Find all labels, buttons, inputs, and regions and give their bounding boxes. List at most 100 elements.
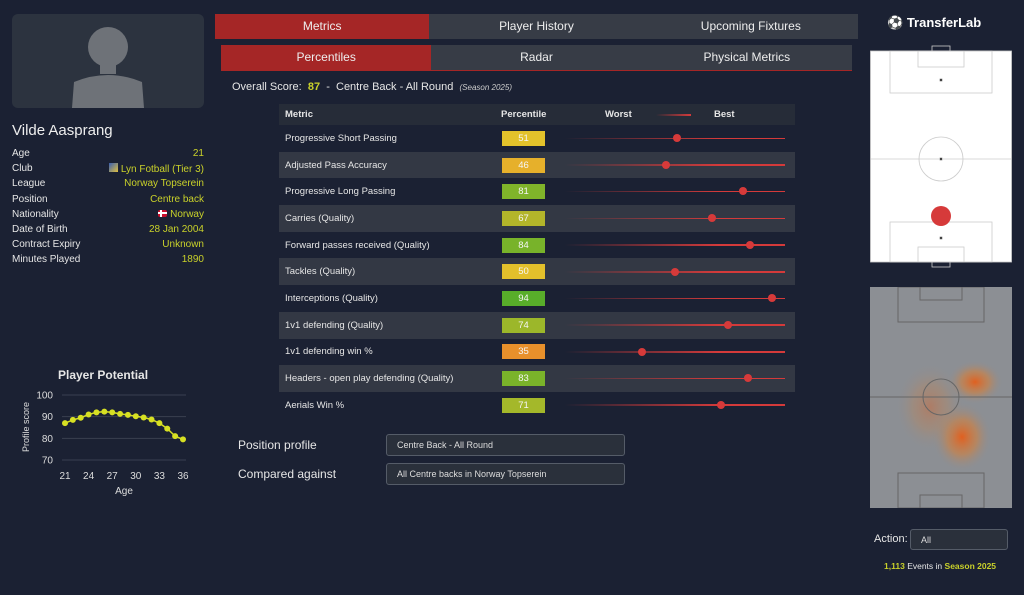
percentile-track <box>565 160 785 169</box>
action-select[interactable]: All <box>910 529 1008 550</box>
table-row: 1v1 defending (Quality) 74 <box>279 311 795 339</box>
x-axis-label: Age <box>115 486 133 497</box>
info-label: Age <box>12 148 30 159</box>
potential-point <box>62 420 68 427</box>
info-row: Minutes Played 1890 <box>12 254 204 269</box>
subtab-physical-metrics[interactable]: Physical Metrics <box>641 45 852 70</box>
table-row: Tackles (Quality) 50 <box>279 258 795 286</box>
main-tabs: Metrics Player History Upcoming Fixtures <box>215 14 858 39</box>
potential-point <box>156 420 163 427</box>
potential-point <box>132 413 139 420</box>
info-row: Nationality Norway <box>12 209 204 224</box>
percentile-dot <box>673 134 682 143</box>
potential-point <box>117 410 124 417</box>
subtab-percentiles[interactable]: Percentiles <box>221 45 432 70</box>
legend-line <box>656 114 691 116</box>
subtab-radar[interactable]: Radar <box>431 45 642 70</box>
player-info: Age 21 Club Lyn Fotball (Tier 3) League Norwa… <box>12 148 204 270</box>
info-value[interactable]: Lyn Fotball (Tier 3) <box>108 163 204 178</box>
percentile-table: Metric Percentile Worst Best Progressive… <box>279 104 795 419</box>
player-photo <box>12 14 204 108</box>
table-row: Headers - open play defending (Quality) 8… <box>279 365 795 392</box>
info-row: League Norway Topserein <box>12 178 204 193</box>
info-value-text: Centre back <box>150 193 204 205</box>
action-label: Action: <box>874 533 908 545</box>
metric-label: 1v1 defending win % <box>285 346 373 358</box>
player-position-marker <box>931 206 951 226</box>
info-row: Position Centre back <box>12 194 204 209</box>
info-label: Contract Expiry <box>12 239 81 251</box>
events-summary: 1,113 Events in Season 2025 <box>884 561 997 571</box>
overall-score: Overall Score: 87 - Centre Back - All Ro… <box>232 81 512 93</box>
metric-label: Headers - open play defending (Quality) <box>285 373 454 385</box>
table-row: Adjusted Pass Accuracy 46 <box>279 151 795 179</box>
info-value: 1890 <box>182 254 204 269</box>
percentile-badge: 67 <box>502 210 545 226</box>
potential-point <box>77 414 84 421</box>
percentile-dot <box>739 187 748 196</box>
potential-point <box>109 409 116 416</box>
percentile-dot <box>662 160 671 169</box>
y-tick-label: 100 <box>36 391 53 402</box>
info-value-text: Norway Topserein <box>124 178 204 190</box>
info-row: Club Lyn Fotball (Tier 3) <box>12 163 204 178</box>
position-profile-select[interactable]: Centre Back - All Round <box>386 434 625 456</box>
potential-line <box>64 410 184 441</box>
player-name: Vilde Aasprang <box>12 122 113 139</box>
percentile-dot <box>743 374 752 383</box>
x-tick-label: 33 <box>154 471 166 482</box>
info-value-text: 21 <box>192 148 204 159</box>
percentile-track <box>565 134 785 143</box>
percentile-dot <box>723 320 732 329</box>
percentile-dot <box>708 214 717 223</box>
sub-tabs: Percentiles Radar Physical Metrics <box>221 45 852 71</box>
metric-label: Adjusted Pass Accuracy <box>285 159 387 171</box>
info-value-text: Norway <box>170 208 204 220</box>
potential-title: Player Potential <box>58 368 149 382</box>
info-value: Unknown <box>162 239 204 254</box>
info-row: Age 21 <box>12 148 204 163</box>
percentile-dot <box>767 294 776 303</box>
header-worst: Worst <box>605 109 632 120</box>
x-tick-label: 27 <box>107 471 119 482</box>
x-tick-label: 24 <box>83 471 95 482</box>
position-profile-label: Position profile <box>238 438 317 452</box>
percentile-track <box>565 214 785 223</box>
table-header: Metric Percentile Worst Best <box>279 104 795 125</box>
y-tick-label: 90 <box>42 412 54 423</box>
table-row: Forward passes received (Quality) 84 <box>279 232 795 259</box>
potential-point <box>124 411 131 418</box>
potential-point <box>148 416 155 423</box>
y-axis-label: Profile score <box>21 402 31 452</box>
percentile-badge: 51 <box>502 130 545 146</box>
tab-metrics[interactable]: Metrics <box>215 14 430 39</box>
percentile-badge: 46 <box>502 157 545 173</box>
percentile-badge: 84 <box>502 237 545 253</box>
club-crest-icon <box>108 163 118 173</box>
potential-point <box>69 416 76 423</box>
header-percentile: Percentile <box>501 109 547 120</box>
metric-label: Aerials Win % <box>285 399 345 411</box>
info-label: League <box>12 178 46 190</box>
info-value-text: 1890 <box>181 254 204 266</box>
table-row: Aerials Win % 71 <box>279 392 795 419</box>
ball-icon: ⚽ <box>887 15 904 30</box>
percentile-track <box>565 294 785 303</box>
tab-upcoming-fixtures[interactable]: Upcoming Fixtures <box>643 14 858 39</box>
table-row: 1v1 defending win % 35 <box>279 339 795 366</box>
potential-chart: 100 90 80 70 21 24 27 30 33 36 Age Profile score <box>21 391 189 498</box>
x-tick-label: 21 <box>59 471 71 482</box>
compared-against-select[interactable]: All Centre backs in Norway Topserein <box>386 463 625 485</box>
info-label: Date of Birth <box>12 223 68 235</box>
metric-label: Interceptions (Quality) <box>285 292 378 304</box>
percentile-track <box>565 374 785 383</box>
info-row: Contract Expiry Unknown <box>12 239 204 254</box>
info-label: Minutes Played <box>12 254 81 266</box>
y-tick-label: 80 <box>42 434 54 445</box>
tab-player-history[interactable]: Player History <box>429 14 644 39</box>
percentile-track <box>565 267 785 276</box>
metric-label: Tackles (Quality) <box>285 266 356 278</box>
info-label: Position <box>12 193 48 205</box>
percentile-badge: 83 <box>502 371 545 387</box>
percentile-track <box>565 240 785 249</box>
